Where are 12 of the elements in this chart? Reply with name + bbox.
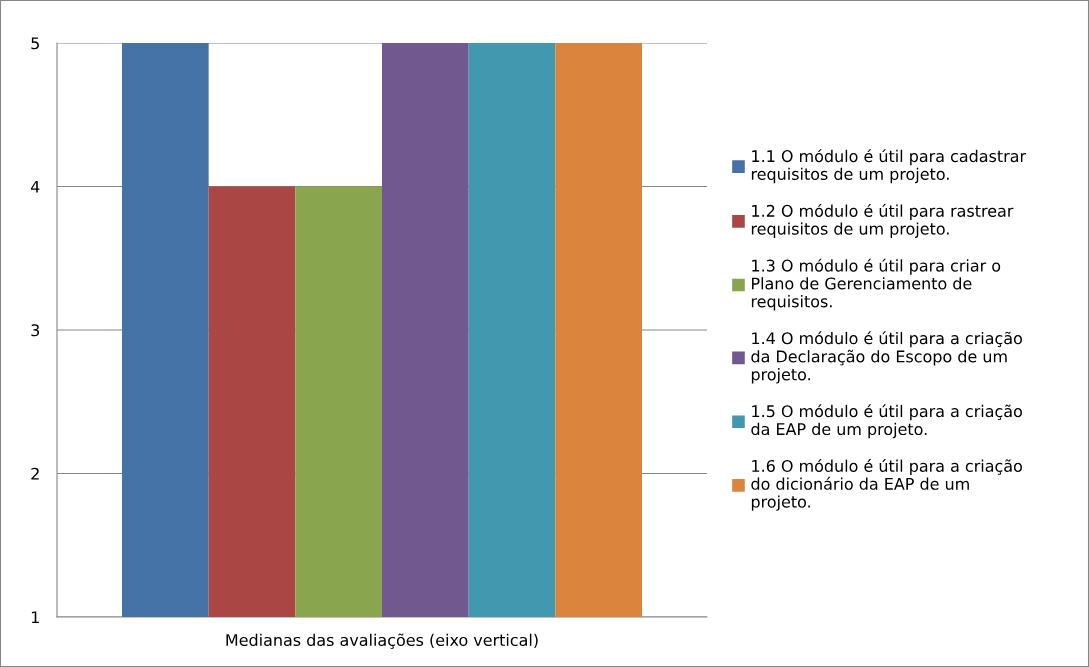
y-tick-label: 2 — [31, 467, 39, 480]
legend-label: 1.1 O módulo é útil para cadastrar requisitos de um projeto. — [751, 149, 1027, 184]
legend-label: 1.6 O módulo é útil para a criação do dicionário da EAP de um projeto. — [751, 458, 1022, 511]
y-tick-label: 3 — [31, 324, 40, 337]
legend-label: 1.3 O módulo é útil para criar o Plano de Gerenciamento de requisitos. — [751, 258, 1001, 311]
y-tick-label: 5 — [31, 37, 39, 50]
x-tick-label: Medianas das avaliações (eixo vertical) — [226, 633, 538, 649]
legend-label: 1.5 O módulo é útil para a criação da EAP de um projeto. — [751, 404, 1022, 439]
legend-label: 1.4 O módulo é útil para a criação da Declaração do Escopo de um projeto. — [751, 331, 1022, 384]
legend-label: 1.2 O módulo é útil para rastrear requisitos de um projeto. — [751, 203, 1014, 238]
y-tick-label: 4 — [30, 180, 40, 193]
y-tick-label: 1 — [31, 611, 39, 624]
